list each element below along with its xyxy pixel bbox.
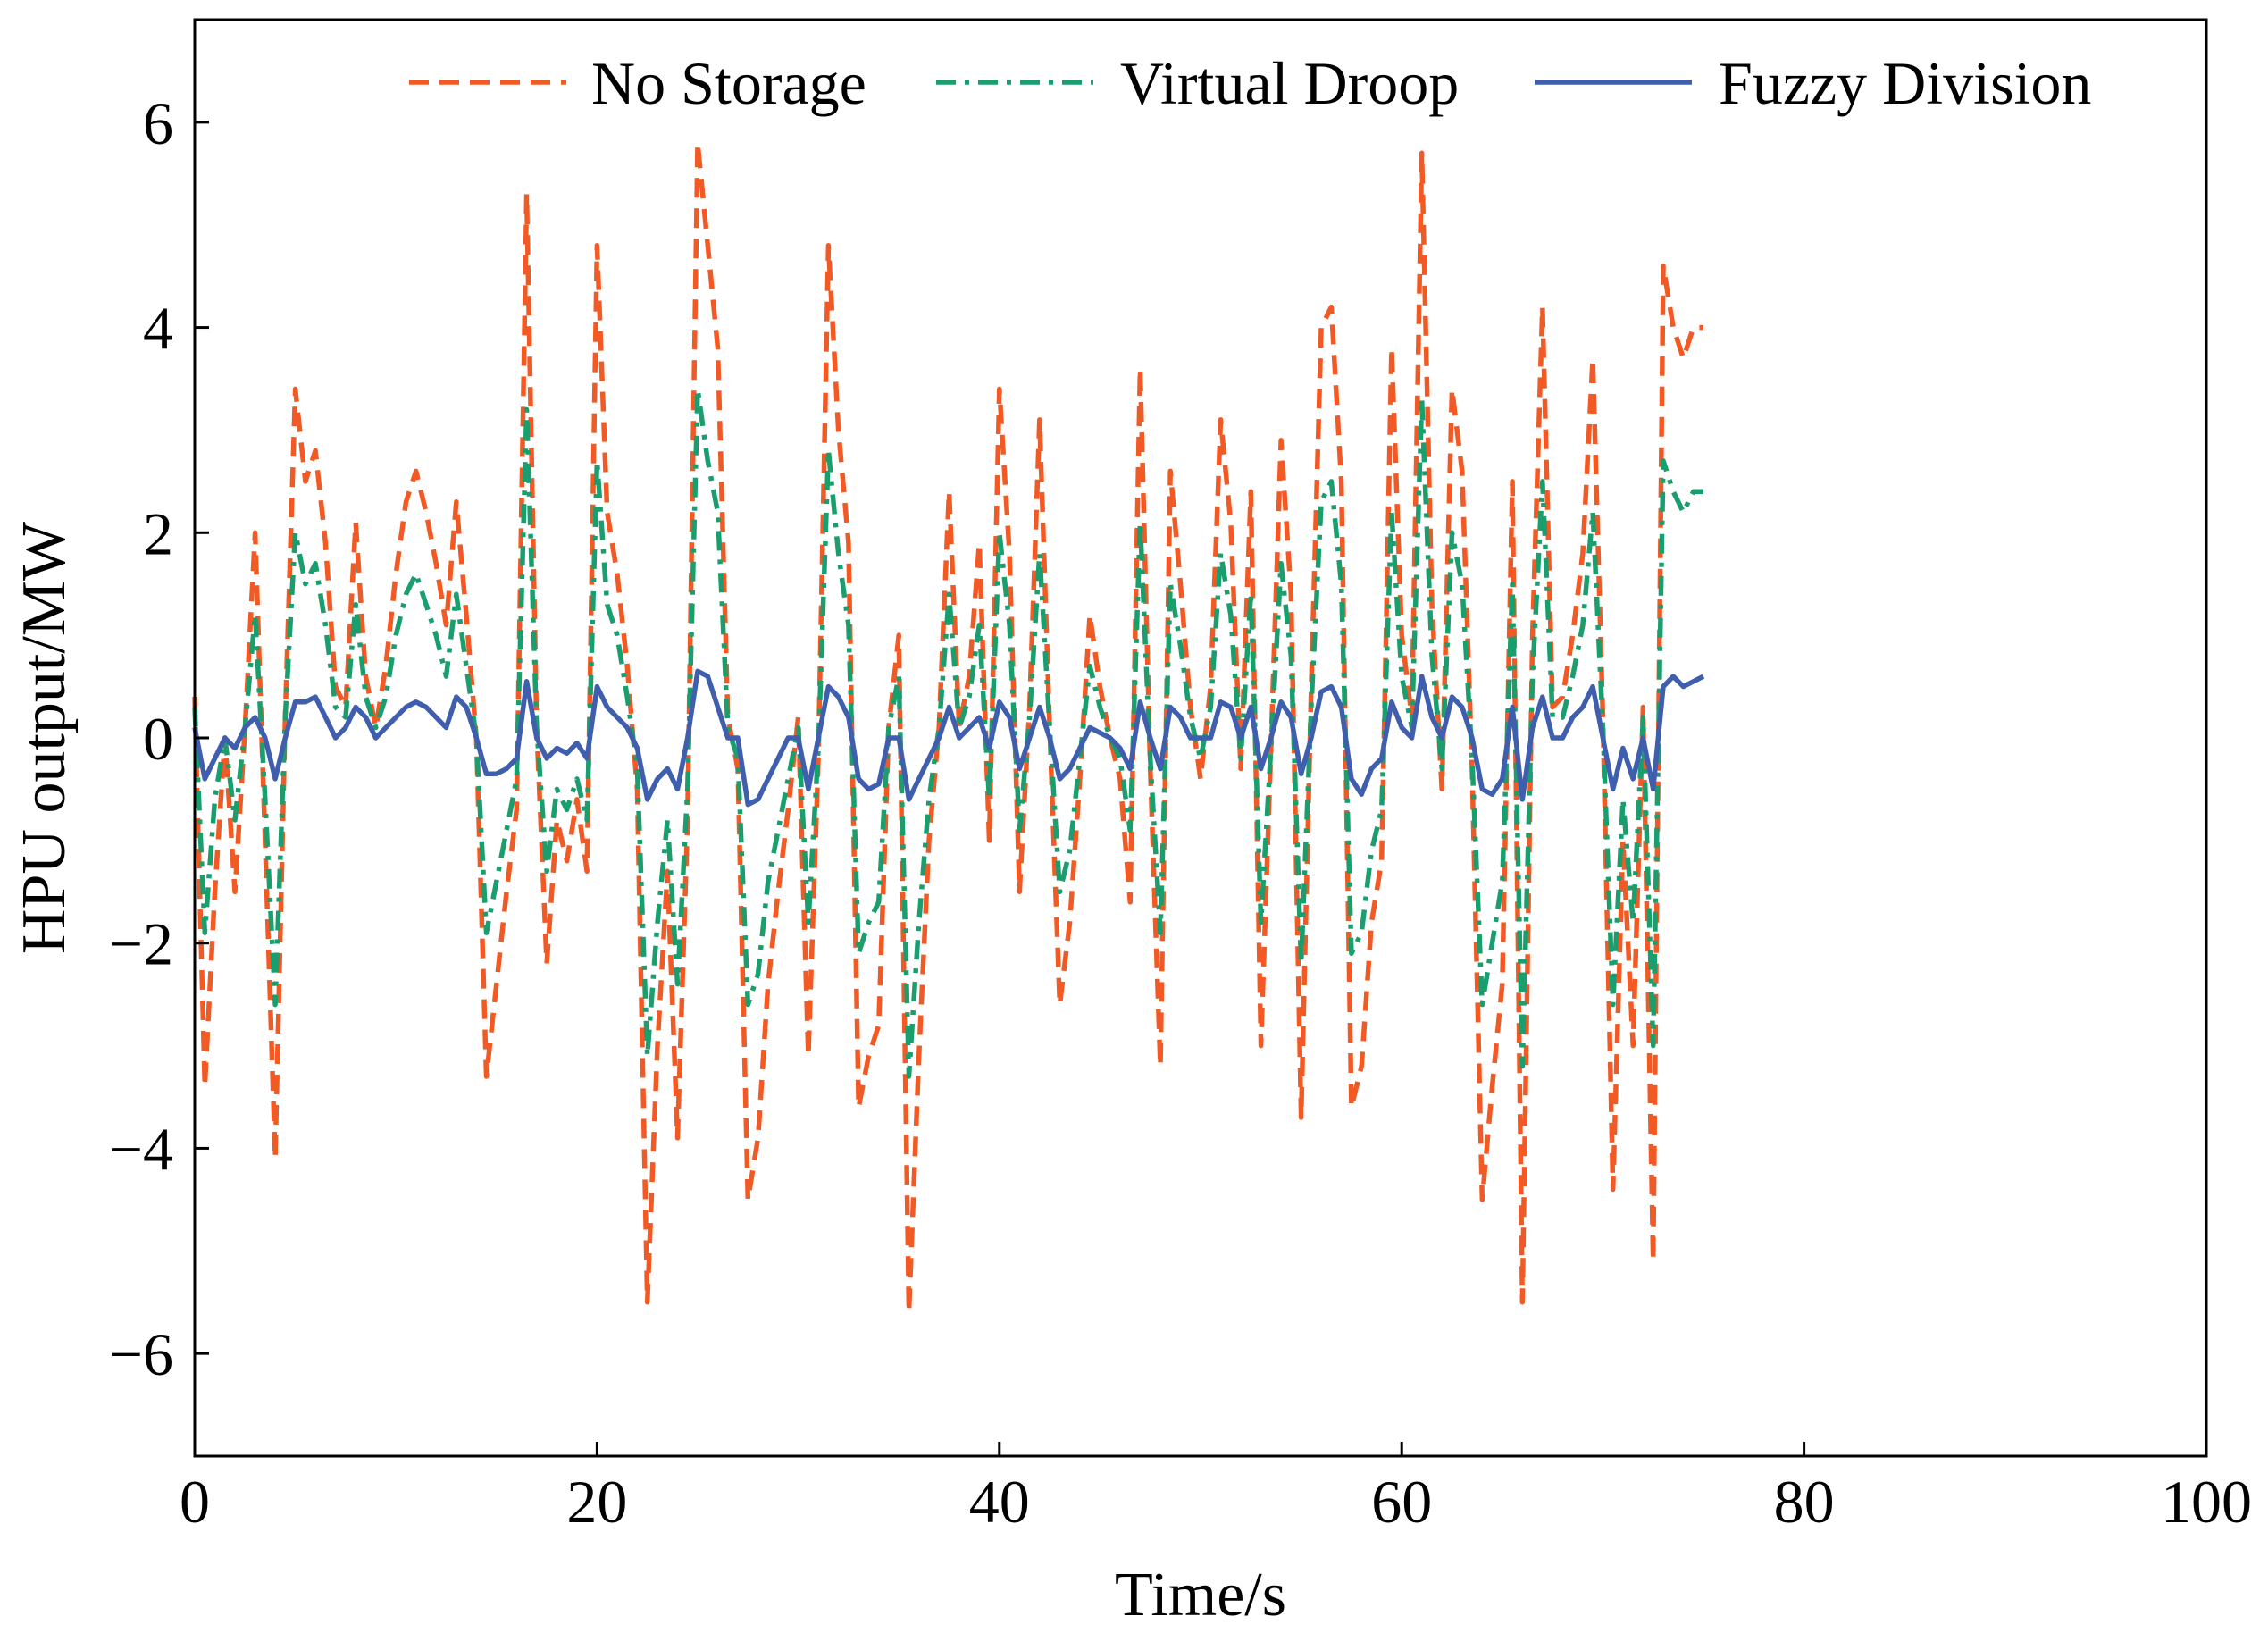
legend-label-no-storage: No Storage — [591, 49, 866, 117]
x-tick-label: 80 — [1774, 1468, 1835, 1536]
y-tick-label: 4 — [143, 295, 173, 363]
x-tick-label: 60 — [1371, 1468, 1432, 1536]
series-line-virtual-droop — [192, 386, 1703, 1079]
y-axis-label: HPU output/MW — [10, 522, 79, 954]
x-axis: 0 20 40 60 80 100 — [180, 1442, 2252, 1536]
x-tick-label: 40 — [969, 1468, 1030, 1536]
y-tick-label: 0 — [143, 705, 173, 773]
y-tick-label: 6 — [143, 89, 173, 157]
series-line-no-storage — [192, 140, 1703, 1315]
x-tick-label: 100 — [2161, 1468, 2252, 1536]
y-tick-label: −6 — [109, 1320, 173, 1388]
y-tick-label: −4 — [109, 1115, 173, 1183]
legend: No Storage Virtual Droop Fuzzy Division — [409, 49, 2091, 117]
x-axis-label: Time/s — [1115, 1561, 1286, 1629]
series-layer — [192, 140, 1705, 1315]
y-tick-label: −2 — [109, 910, 173, 978]
legend-label-virtual-droop: Virtual Droop — [1120, 49, 1459, 117]
legend-label-fuzzy-division: Fuzzy Division — [1719, 49, 2091, 117]
y-axis: −6 −4 −2 0 2 4 6 — [109, 89, 209, 1388]
y-tick-label: 2 — [143, 499, 173, 567]
x-tick-label: 20 — [566, 1468, 627, 1536]
x-tick-label: 0 — [180, 1468, 210, 1536]
series-line-fuzzy-division — [192, 668, 1705, 808]
